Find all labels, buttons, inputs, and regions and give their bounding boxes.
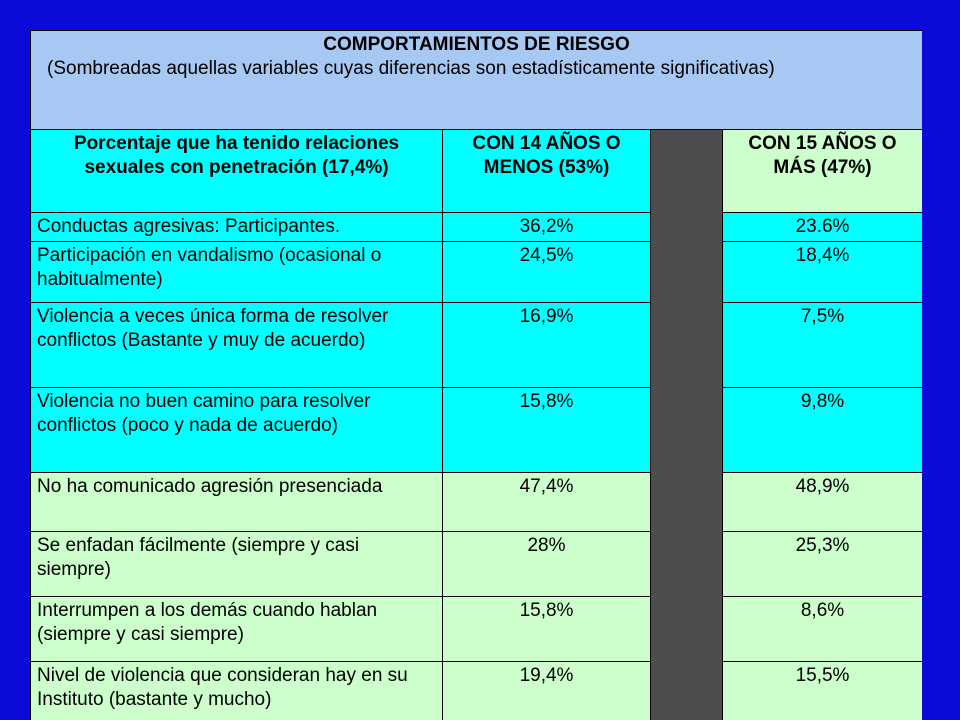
row-value-14-or-less: 36,2% [442,212,651,242]
header-cell-15-or-more: CON 15 AÑOS O MÁS (47%) [721,129,922,213]
header-cell-variable: Porcentaje que ha tenido relaciones sexu… [30,129,443,213]
table-row: Violencia a veces única forma de resolve… [30,302,922,388]
risk-behaviours-table: COMPORTAMIENTOS DE RIESGO (Sombreadas aq… [30,30,922,720]
table-row: Conductas agresivas: Participantes. 36,2%… [30,212,922,242]
row-value-14-or-less: 15,8% [442,596,651,662]
row-value-15-or-more: 7,5% [721,302,922,388]
separator-column [650,129,723,720]
slide: COMPORTAMIENTOS DE RIESGO (Sombreadas aq… [30,30,922,720]
row-value-15-or-more: 15,5% [721,661,922,720]
title-cell: COMPORTAMIENTOS DE RIESGO (Sombreadas aq… [30,30,922,130]
row-value-14-or-less: 19,4% [442,661,651,720]
row-label: Se enfadan fácilmente (siempre y casi si… [30,531,443,597]
table-title: COMPORTAMIENTOS DE RIESGO [323,34,630,55]
row-value-14-or-less: 16,9% [442,302,651,388]
row-value-14-or-less: 47,4% [442,472,651,532]
row-value-14-or-less: 24,5% [442,241,651,303]
table-row: Participación en vandalismo (ocasional o… [30,241,922,303]
table-row: Interrumpen a los demás cuando hablan (s… [30,596,922,662]
row-value-15-or-more: 23.6% [721,212,922,242]
row-value-14-or-less: 28% [442,531,651,597]
row-value-15-or-more: 9,8% [721,387,922,473]
row-label: No ha comunicado agresión presenciada [30,472,443,532]
table-row: Se enfadan fácilmente (siempre y casi si… [30,531,922,597]
row-label: Violencia a veces única forma de resolve… [30,302,443,388]
row-label: Violencia no buen camino para resolver c… [30,387,443,473]
header-row: Porcentaje que ha tenido relaciones sexu… [30,129,922,720]
header-cell-14-or-less: CON 14 AÑOS O MENOS (53%) [442,129,651,213]
row-value-15-or-more: 18,4% [721,241,922,303]
table-row: Violencia no buen camino para resolver c… [30,387,922,473]
table-row: No ha comunicado agresión presenciada 47,… [30,472,922,532]
row-label: Interrumpen a los demás cuando hablan (s… [30,596,443,662]
table-row: Nivel de violencia que consideran hay en… [30,661,922,720]
row-value-15-or-more: 48,9% [721,472,922,532]
row-label: Participación en vandalismo (ocasional o… [30,241,443,303]
row-value-15-or-more: 8,6% [721,596,922,662]
table-subtitle: (Sombreadas aquellas variables cuyas dif… [47,58,775,79]
row-value-15-or-more: 25,3% [721,531,922,597]
title-row: COMPORTAMIENTOS DE RIESGO (Sombreadas aq… [30,30,922,130]
row-label: Nivel de violencia que consideran hay en… [30,661,443,720]
row-label: Conductas agresivas: Participantes. [30,212,443,242]
row-value-14-or-less: 15,8% [442,387,651,473]
